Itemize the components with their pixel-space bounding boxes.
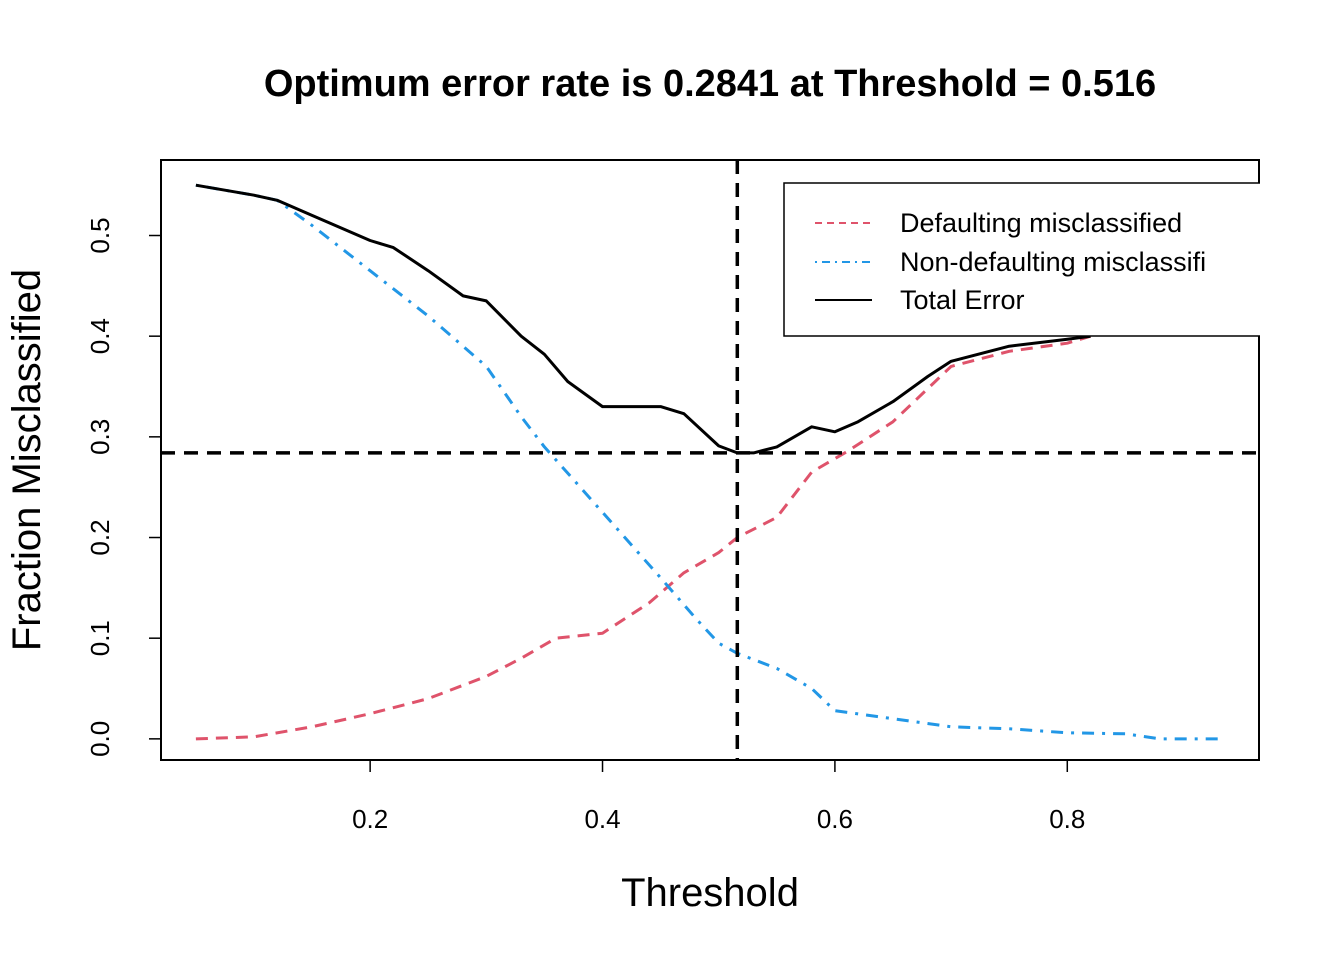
legend: Defaulting misclassified Non-defaulting m… bbox=[783, 182, 1275, 337]
y-tick-label: 0.1 bbox=[85, 620, 115, 656]
y-tick-label: 0.3 bbox=[85, 419, 115, 455]
x-tick-label: 0.4 bbox=[584, 804, 620, 834]
x-axis-label: Threshold bbox=[621, 871, 799, 915]
y-tick-label: 0.5 bbox=[85, 217, 115, 253]
x-tick-label: 0.8 bbox=[1049, 804, 1085, 834]
chart-title: Optimum error rate is 0.2841 at Threshol… bbox=[264, 63, 1156, 105]
y-tick-label: 0.4 bbox=[85, 318, 115, 354]
x-axis: 0.2 0.4 0.6 0.8 bbox=[352, 760, 1085, 834]
y-axis-label: Fraction Misclassified bbox=[5, 269, 49, 651]
legend-label-0: Defaulting misclassified bbox=[900, 208, 1182, 238]
plot-frame bbox=[160, 159, 1260, 761]
legend-overflow-mask bbox=[1260, 150, 1344, 350]
x-tick-label: 0.2 bbox=[352, 804, 388, 834]
reference-lines bbox=[161, 160, 1259, 760]
series-line-1 bbox=[195, 183, 1219, 741]
legend-box bbox=[783, 182, 1275, 337]
y-tick-label: 0.0 bbox=[85, 721, 115, 757]
series-line-2 bbox=[195, 183, 1091, 455]
y-tick-label: 0.2 bbox=[85, 519, 115, 555]
legend-label-2: Total Error bbox=[900, 285, 1025, 315]
legend-label-1: Non-defaulting misclassifi bbox=[900, 247, 1206, 277]
y-axis: 0.0 0.1 0.2 0.3 0.4 0.5 bbox=[85, 217, 161, 757]
series-line-0 bbox=[195, 334, 1091, 741]
series-layer bbox=[195, 183, 1219, 741]
x-tick-label: 0.6 bbox=[817, 804, 853, 834]
